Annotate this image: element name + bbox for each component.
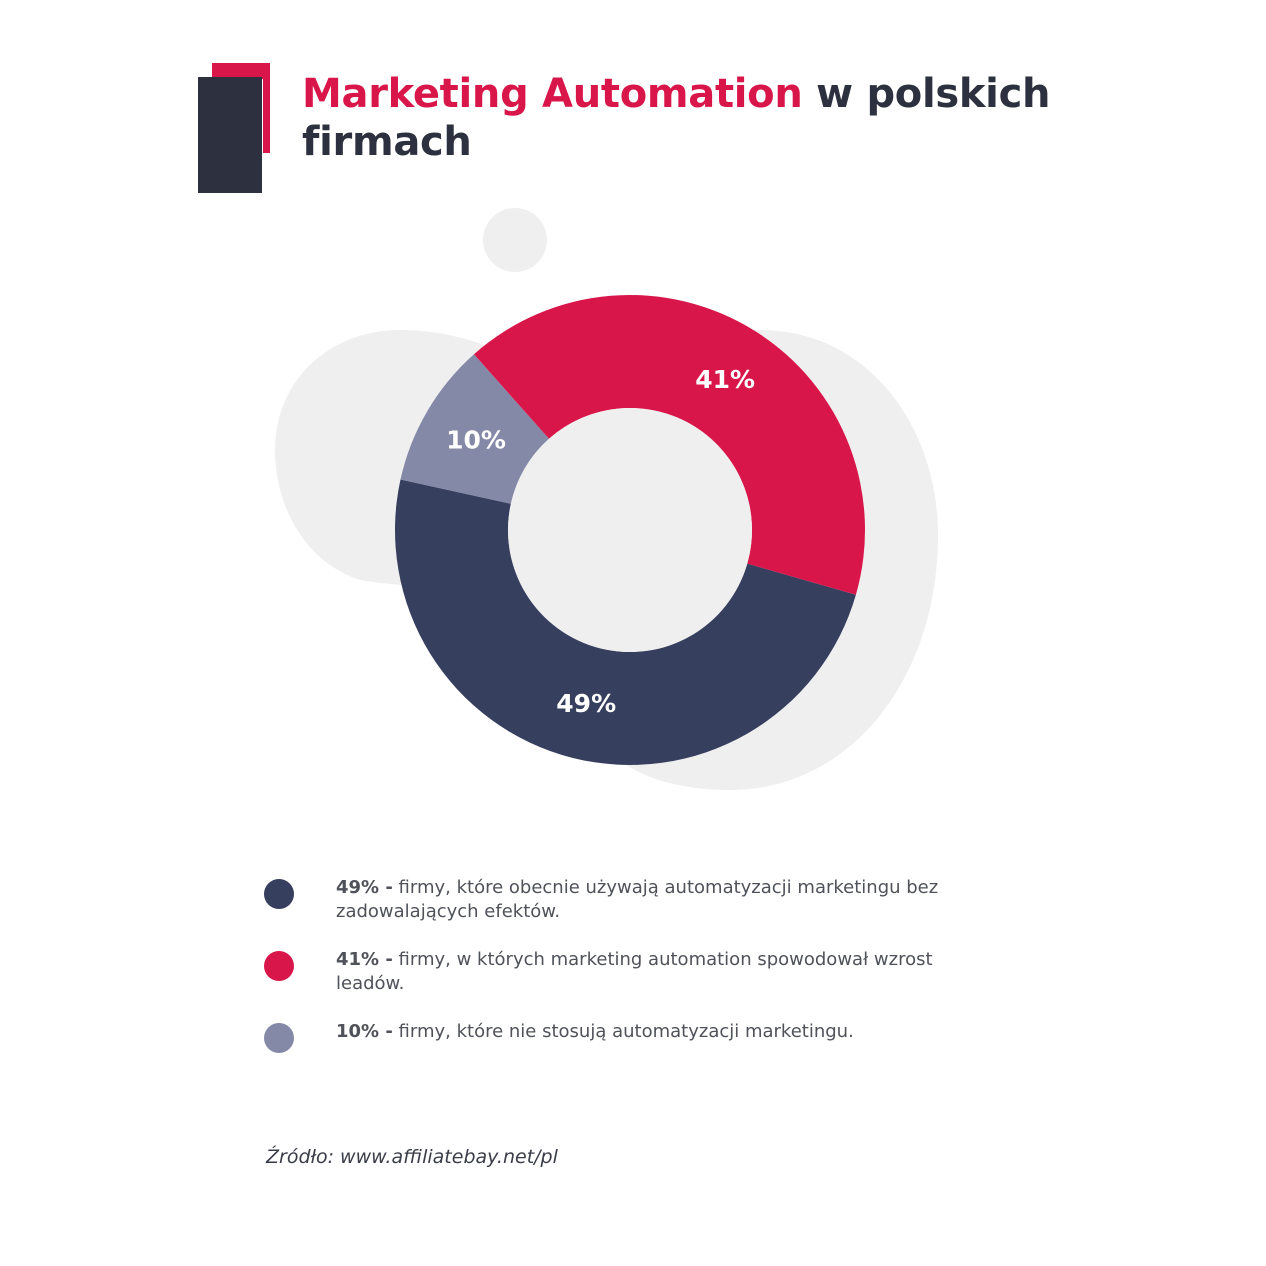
- donut-slice: [473, 295, 865, 595]
- slice-label: 10%: [446, 426, 506, 455]
- legend-value: 41% -: [336, 949, 393, 970]
- donut-slices: [395, 295, 865, 765]
- page-title: Marketing Automation w polskich firmach: [302, 70, 1062, 166]
- source-note: Źródło: www.affiliatebay.net/pl: [266, 1146, 558, 1168]
- logo-dark-block: [198, 77, 262, 193]
- slice-label: 49%: [556, 689, 616, 718]
- title-rest: w polskich firmach: [302, 71, 1051, 165]
- logo-mark: [198, 63, 274, 193]
- legend: 49% - firmy, które obecnie używają autom…: [264, 876, 1004, 1068]
- bg-small-circle: [483, 208, 547, 272]
- donut-hole: [508, 408, 752, 652]
- slice-labels: 49% 10% 41%: [446, 365, 755, 718]
- legend-value: 10% -: [336, 1021, 393, 1042]
- legend-description: firmy, które obecnie używają automatyzac…: [336, 877, 939, 922]
- legend-dot: [264, 1023, 294, 1053]
- logo-red-frame: [212, 63, 270, 153]
- legend-item: 49% - firmy, które obecnie używają autom…: [264, 876, 1004, 924]
- donut-slice: [395, 479, 856, 765]
- donut-slice: [400, 354, 550, 504]
- legend-description: firmy, w których marketing automation sp…: [336, 949, 933, 994]
- legend-text: 49% - firmy, które obecnie używają autom…: [336, 876, 1004, 924]
- legend-text: 41% - firmy, w których marketing automat…: [336, 948, 1004, 996]
- legend-item: 41% - firmy, w których marketing automat…: [264, 948, 1004, 996]
- title-accent: Marketing Automation: [302, 71, 803, 117]
- legend-item: 10% - firmy, które nie stosują automatyz…: [264, 1020, 1004, 1053]
- legend-description: firmy, które nie stosują automatyzacji m…: [392, 1021, 854, 1042]
- legend-value: 49% -: [336, 877, 393, 898]
- legend-dot: [264, 879, 294, 909]
- legend-dot: [264, 951, 294, 981]
- legend-text: 10% - firmy, które nie stosują automatyz…: [336, 1020, 1004, 1044]
- slice-label: 41%: [695, 365, 755, 394]
